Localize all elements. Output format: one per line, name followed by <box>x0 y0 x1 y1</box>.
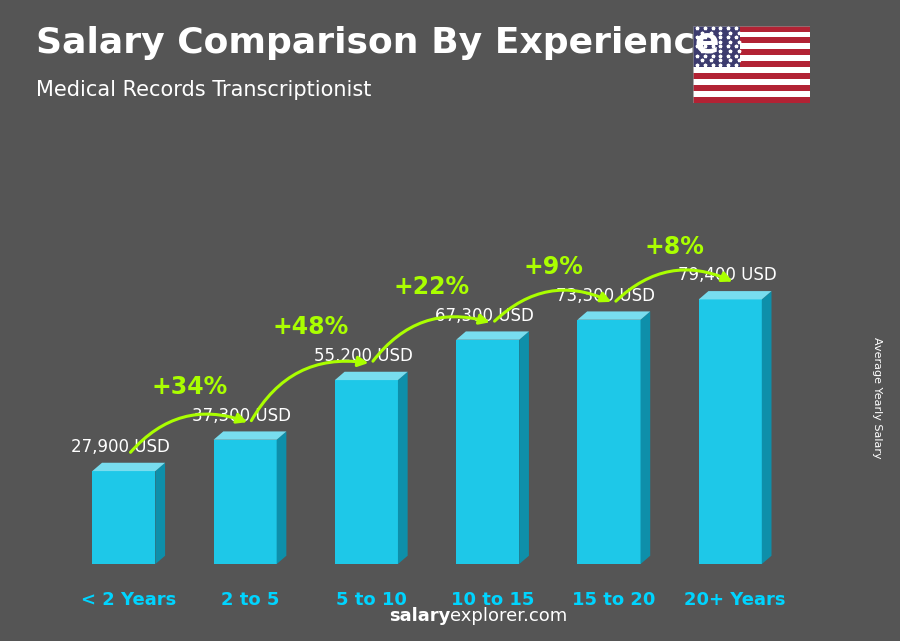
Polygon shape <box>276 431 286 564</box>
Polygon shape <box>335 372 408 380</box>
Polygon shape <box>698 299 761 564</box>
Polygon shape <box>578 312 650 320</box>
Text: Average Yearly Salary: Average Yearly Salary <box>872 337 883 458</box>
Text: +22%: +22% <box>394 275 470 299</box>
Text: 55,200 USD: 55,200 USD <box>314 347 413 365</box>
Text: 15 to 20: 15 to 20 <box>572 591 655 609</box>
Bar <box>693 91 810 97</box>
Text: explorer.com: explorer.com <box>450 607 567 625</box>
Bar <box>693 26 810 31</box>
Text: 37,300 USD: 37,300 USD <box>193 407 292 425</box>
Text: < 2 Years: < 2 Years <box>81 591 176 609</box>
Polygon shape <box>93 463 165 471</box>
Bar <box>693 31 810 37</box>
Polygon shape <box>156 463 165 564</box>
Text: 27,900 USD: 27,900 USD <box>71 438 170 456</box>
Polygon shape <box>519 331 529 564</box>
Bar <box>693 61 810 67</box>
Polygon shape <box>456 340 519 564</box>
Text: salary: salary <box>389 607 450 625</box>
Polygon shape <box>335 380 398 564</box>
Polygon shape <box>456 331 529 340</box>
Text: 67,300 USD: 67,300 USD <box>435 307 534 325</box>
Polygon shape <box>698 291 771 299</box>
FancyArrowPatch shape <box>495 290 608 321</box>
FancyArrowPatch shape <box>130 414 244 453</box>
Bar <box>693 85 810 91</box>
Text: +34%: +34% <box>151 375 228 399</box>
Bar <box>693 49 810 55</box>
Text: 10 to 15: 10 to 15 <box>451 591 535 609</box>
Bar <box>693 79 810 85</box>
Bar <box>693 73 810 79</box>
Polygon shape <box>213 431 286 440</box>
Bar <box>693 26 740 67</box>
Bar <box>693 55 810 61</box>
Text: Medical Records Transcriptionist: Medical Records Transcriptionist <box>36 80 372 100</box>
Polygon shape <box>641 312 650 564</box>
Text: 20+ Years: 20+ Years <box>684 591 786 609</box>
Polygon shape <box>93 471 156 564</box>
FancyArrowPatch shape <box>251 357 365 420</box>
Text: 73,300 USD: 73,300 USD <box>556 287 655 304</box>
Text: +48%: +48% <box>273 315 348 340</box>
Bar <box>693 44 810 49</box>
Text: Salary Comparison By Experience: Salary Comparison By Experience <box>36 26 719 60</box>
FancyArrowPatch shape <box>373 315 487 362</box>
Bar <box>693 37 810 44</box>
Text: 2 to 5: 2 to 5 <box>220 591 279 609</box>
Bar <box>693 67 810 73</box>
Bar <box>693 97 810 103</box>
Polygon shape <box>398 372 408 564</box>
Polygon shape <box>761 291 771 564</box>
Text: 5 to 10: 5 to 10 <box>336 591 407 609</box>
FancyArrowPatch shape <box>616 270 730 301</box>
Polygon shape <box>578 320 641 564</box>
Text: +8%: +8% <box>644 235 705 259</box>
Polygon shape <box>213 440 276 564</box>
Text: 79,400 USD: 79,400 USD <box>678 267 777 285</box>
Text: +9%: +9% <box>523 255 583 279</box>
